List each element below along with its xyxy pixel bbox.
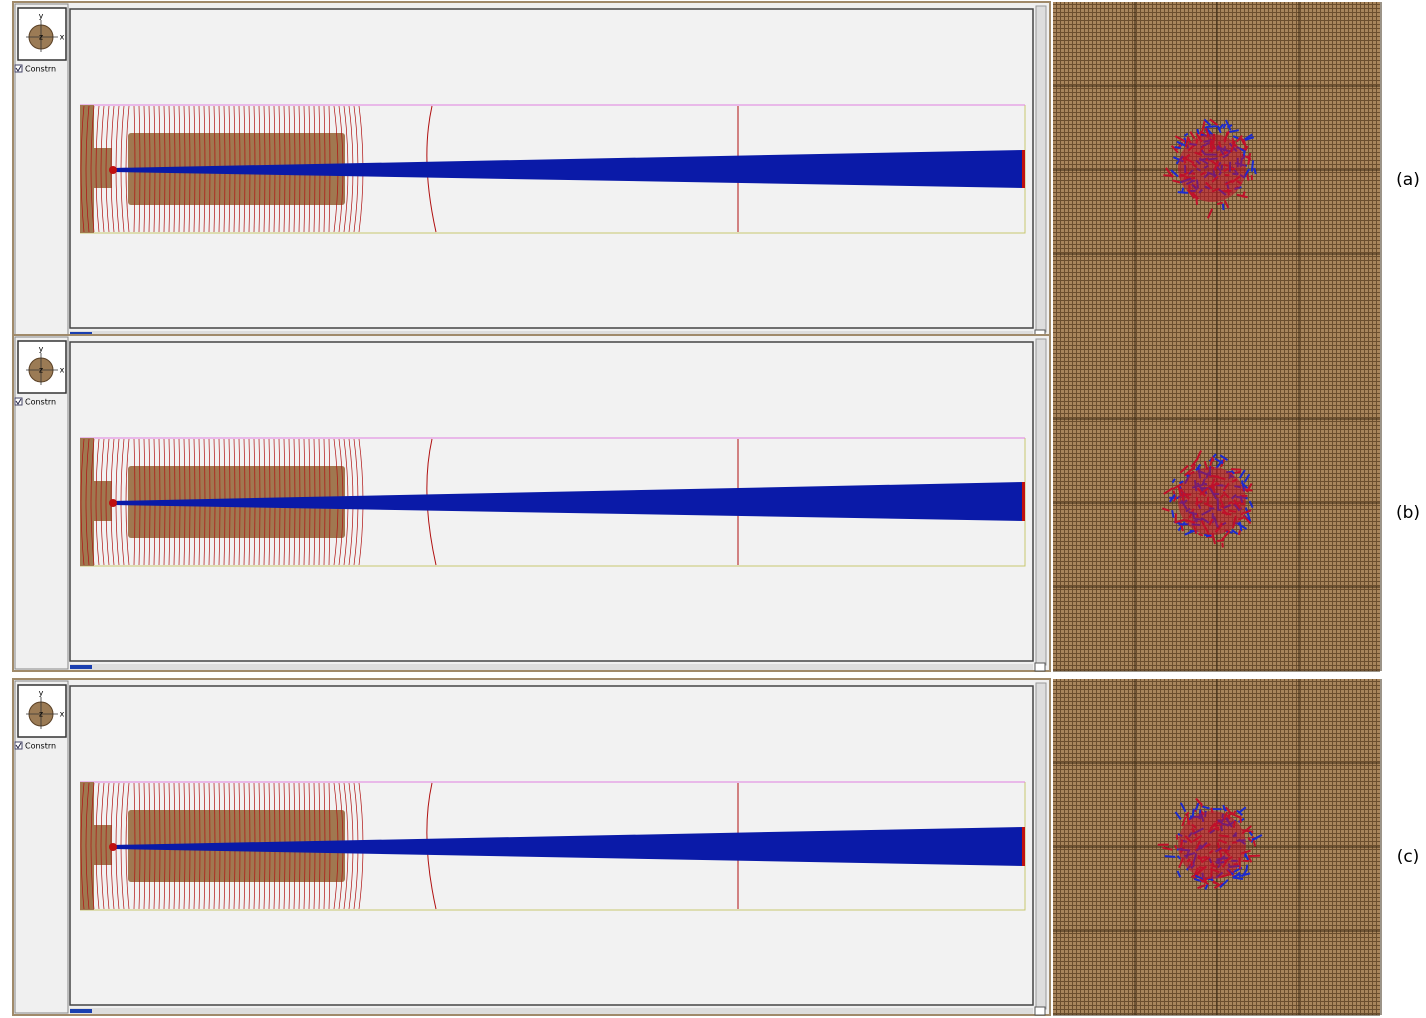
- ion-hit: [1223, 204, 1224, 210]
- axis-label: x: [60, 710, 65, 719]
- source: [109, 166, 117, 174]
- ion-hit: [1212, 457, 1213, 461]
- panel-caption: (a): [1396, 170, 1420, 190]
- axis-label: y: [39, 12, 44, 21]
- detector: [1022, 482, 1025, 521]
- checkbox-label: Constrn: [25, 742, 56, 751]
- ion-cluster: [1178, 811, 1246, 879]
- panel-caption: (c): [1397, 847, 1420, 867]
- axis-label: y: [39, 689, 44, 698]
- detector: [1022, 827, 1025, 866]
- electrode: [94, 148, 112, 188]
- h-thumb: [70, 665, 92, 669]
- source: [109, 843, 117, 851]
- electrode: [80, 438, 94, 566]
- v-scrollbar: [1036, 683, 1046, 1009]
- axis-label: z: [39, 366, 43, 375]
- ion-hit: [1178, 192, 1188, 193]
- h-thumb: [70, 1009, 92, 1013]
- v-scrollbar: [1036, 339, 1046, 665]
- ion-cluster: [1178, 467, 1246, 535]
- ion-cluster: [1178, 134, 1246, 202]
- ion-hit: [1231, 469, 1241, 470]
- ion-hit: [1239, 530, 1240, 535]
- ion-hit: [1175, 147, 1181, 148]
- panel: y z x Constrn (c): [13, 679, 1419, 1015]
- ion-hit: [1252, 160, 1253, 171]
- ion-hit: [1182, 188, 1183, 192]
- ion-hit: [1165, 856, 1175, 857]
- corner-button[interactable]: [1035, 663, 1045, 671]
- ion-hit: [1177, 835, 1178, 840]
- axis-label: z: [39, 33, 43, 42]
- panel: y z x Constrn (a): [13, 2, 1420, 338]
- v-scrollbar: [1036, 6, 1046, 332]
- checkbox-label: Constrn: [25, 65, 56, 74]
- figure: y z x Constrn (a) y z x Constrn (b) y z x Constrn (c): [0, 0, 1426, 1018]
- h-scrollbar: [70, 664, 1033, 670]
- axis-label: x: [60, 33, 65, 42]
- axis-label: z: [39, 710, 43, 719]
- panel: y z x Constrn (b): [13, 335, 1420, 671]
- checkbox-label: Constrn: [25, 398, 56, 407]
- detector: [1022, 150, 1025, 188]
- h-scrollbar: [70, 1008, 1033, 1014]
- electrode: [94, 825, 112, 865]
- ion-hit: [1252, 838, 1257, 839]
- electrode: [80, 105, 94, 233]
- ion-hit: [1172, 510, 1173, 518]
- corner-button[interactable]: [1035, 1007, 1045, 1015]
- electrode: [94, 481, 112, 521]
- ion-hit: [1175, 513, 1176, 522]
- panel-caption: (b): [1396, 503, 1420, 523]
- electrode: [80, 782, 94, 910]
- ion-hit: [1217, 540, 1224, 541]
- ion-hit: [1207, 126, 1218, 127]
- axis-label: y: [39, 345, 44, 354]
- source: [109, 499, 117, 507]
- axis-label: x: [60, 366, 65, 375]
